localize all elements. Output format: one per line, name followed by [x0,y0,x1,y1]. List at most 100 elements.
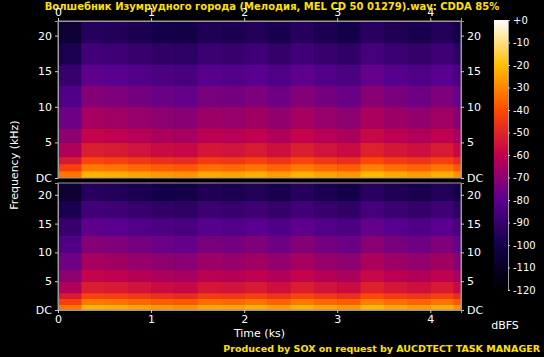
cell [174,64,198,86]
y-axis-tick-label: DC [467,172,483,185]
cell [58,164,82,172]
y-axis-line [462,22,465,179]
cell [360,293,384,299]
y-axis-tick: 15 [461,218,481,231]
cell [128,304,152,310]
cell [174,183,198,201]
y-axis-tick-label: 15 [38,218,52,231]
cell [454,157,461,165]
colorbar-tick-mark [508,245,510,246]
cell [81,183,105,201]
cell [360,21,384,43]
cell [337,43,361,65]
cell [58,270,82,282]
x-axis-tick-label: 0 [55,6,62,19]
cell [244,128,268,143]
cell [291,21,315,43]
cell [151,164,175,172]
cell [58,298,82,304]
cell [314,142,338,157]
cell [267,298,291,304]
y-axis-left: DC5101520 [36,184,59,318]
cell [407,128,431,143]
y-axis-title: Frequency (kHz) [8,120,21,209]
y-axis-tick: 5 [45,136,58,149]
cell [337,164,361,172]
cell [384,128,408,143]
cell [151,142,175,157]
cell [407,64,431,86]
cell [174,85,198,107]
cell [314,21,338,43]
y-axis-tick-label: DC [36,172,52,185]
cell [430,281,454,293]
cell [360,171,384,178]
cell [58,304,82,310]
cell [267,304,291,310]
cell [221,304,245,310]
channel-2 [58,183,461,310]
cell [58,183,82,201]
cell [221,298,245,304]
y-axis-tick: DC [461,304,483,317]
cell [174,43,198,65]
cell [407,43,431,65]
colorbar-tick: -70 [508,172,529,183]
colorbar-tick-mark [508,200,510,201]
cell [244,21,268,43]
cell [151,171,175,178]
cell [198,304,222,310]
x-axis-bottom: 01234 [55,310,462,326]
cell [221,64,245,86]
y-axis-tick-label: 15 [467,65,481,78]
cell [128,21,152,43]
cell [58,43,82,65]
x-axis-top: 01234 [55,6,462,22]
colorbar-tick-label: -20 [513,60,529,71]
y-axis-tick-mark [461,142,464,143]
y-axis-tick: 15 [461,65,481,78]
y-axis-tick-label: DC [467,304,483,317]
cell [128,281,152,293]
cell [337,218,361,236]
cell [337,85,361,107]
cell [58,171,82,178]
cell [105,164,129,172]
y-axis-tick: 20 [461,189,481,202]
y-axis-tick: 10 [38,246,58,259]
cell [291,128,315,143]
annotation: Produced by SOX on request by AUCDTECT T… [223,343,540,354]
y-axis-tick: 20 [38,189,58,202]
cell [221,21,245,43]
cell [244,218,268,236]
colorbar-axis-line [509,21,511,291]
cell [174,128,198,143]
cell [384,252,408,270]
y-axis-tick: 20 [38,30,58,43]
x-axis-tick: 3 [334,310,341,326]
cell [407,21,431,43]
cell [384,64,408,86]
cell [221,107,245,129]
cell [58,218,82,236]
colorbar-tick: -30 [508,82,529,93]
cell [430,201,454,219]
cell [128,252,152,270]
cell [360,157,384,165]
colorbar-tick-label: -60 [513,150,529,161]
cell [198,235,222,253]
cell [407,270,431,282]
cell [105,293,129,299]
colorbar-tick-label: -120 [513,285,536,296]
cell [221,128,245,143]
cell [430,218,454,236]
cell [105,85,129,107]
x-axis-tick-label: 2 [241,313,248,326]
colorbar-tick: -10 [508,37,529,48]
cell [314,157,338,165]
colorbar-tick: -40 [508,105,529,116]
cell [128,298,152,304]
y-axis-tick-mark [55,178,58,179]
x-axis-tick-label: 1 [148,6,155,19]
cell [58,142,82,157]
